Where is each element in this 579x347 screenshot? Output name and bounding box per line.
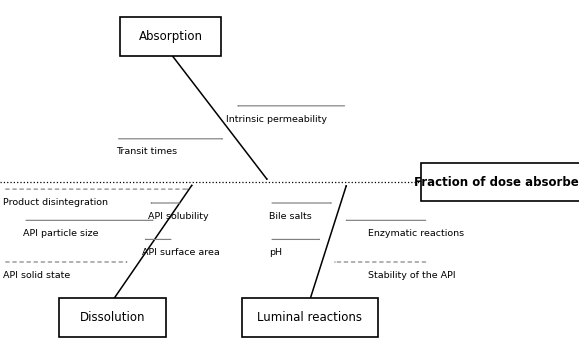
Text: Product disintegration: Product disintegration (3, 198, 108, 207)
FancyBboxPatch shape (60, 298, 166, 337)
Text: Dissolution: Dissolution (80, 311, 146, 324)
FancyBboxPatch shape (120, 17, 221, 56)
Text: Fraction of dose absorbed: Fraction of dose absorbed (414, 176, 579, 189)
Text: API particle size: API particle size (23, 229, 98, 238)
Text: Intrinsic permeability: Intrinsic permeability (226, 115, 327, 124)
FancyBboxPatch shape (421, 163, 579, 201)
Text: Bile salts: Bile salts (269, 212, 312, 221)
Text: API solubility: API solubility (148, 212, 208, 221)
FancyBboxPatch shape (242, 298, 378, 337)
Text: pH: pH (269, 248, 282, 257)
Text: API solid state: API solid state (3, 271, 70, 280)
Text: Absorption: Absorption (139, 30, 203, 43)
Text: Luminal reactions: Luminal reactions (257, 311, 362, 324)
Text: Transit times: Transit times (116, 147, 177, 156)
Text: Enzymatic reactions: Enzymatic reactions (368, 229, 464, 238)
Text: Stability of the API: Stability of the API (368, 271, 455, 280)
Text: API surface area: API surface area (142, 248, 219, 257)
